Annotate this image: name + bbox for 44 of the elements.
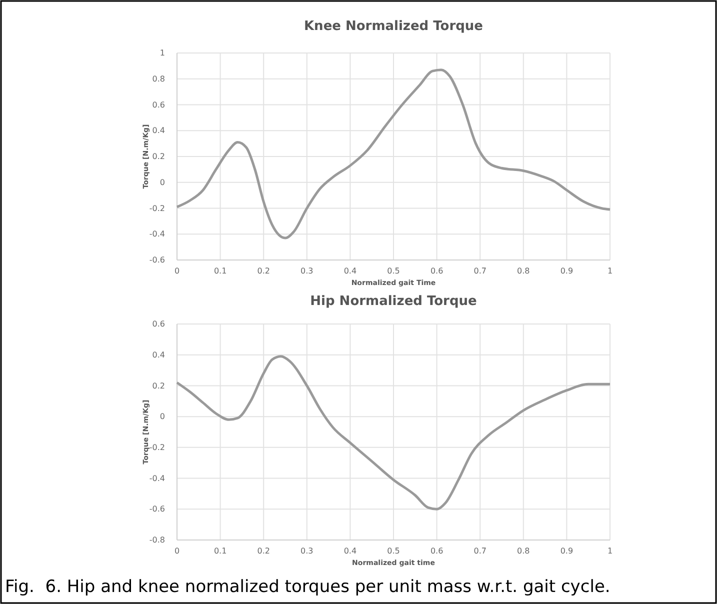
y-tick-label: -0.4 <box>149 474 165 483</box>
x-tick-label: 0.8 <box>517 546 530 556</box>
y-tick-label: -0.2 <box>149 204 165 213</box>
x-tick-label: 1 <box>607 546 613 556</box>
x-tick-label: 0.2 <box>257 266 270 276</box>
x-tick-label: 0.2 <box>257 546 270 556</box>
x-tick-label: 0.7 <box>474 266 486 276</box>
chart-title: Hip Normalized Torque <box>310 294 478 309</box>
x-tick-label: 0.8 <box>517 266 530 276</box>
y-tick-label: 0.4 <box>152 126 165 136</box>
x-tick-label: 0.1 <box>214 546 227 556</box>
y-tick-label: 0.8 <box>152 74 165 84</box>
y-tick-label: 0.6 <box>152 320 165 329</box>
y-tick-label: 0 <box>160 178 165 187</box>
x-tick-label: 0.3 <box>300 546 314 556</box>
chart-title: Knee Normalized Torque <box>304 19 484 34</box>
x-tick-label: 1 <box>607 266 613 276</box>
line-series <box>176 355 612 510</box>
x-tick-label: 0.6 <box>430 546 444 556</box>
y-tick-label: -0.6 <box>149 256 165 265</box>
x-tick-label: 0.3 <box>300 266 314 276</box>
x-tick-label: 0.5 <box>387 266 400 276</box>
x-tick-label: 0.9 <box>560 546 574 556</box>
y-tick-label: 0.2 <box>152 381 165 390</box>
y-tick-label: -0.4 <box>149 230 165 239</box>
x-tick-label: 0 <box>174 546 180 556</box>
x-tick-label: 0.4 <box>344 266 357 276</box>
x-tick-label: 0.9 <box>560 266 574 276</box>
y-tick-label: 1 <box>160 48 165 58</box>
x-tick-label: 0.7 <box>474 546 486 556</box>
y-tick-label: -0.8 <box>149 536 165 545</box>
y-tick-label: 0 <box>160 412 165 422</box>
x-tick-label: 0.1 <box>214 266 227 276</box>
caption: Fig. 6. Hip and knee normalized torques per unit mass w.r.t. gait cycle. <box>5 577 610 597</box>
y-tick-label: 0.4 <box>152 350 165 360</box>
y-tick-label: -0.6 <box>149 504 165 514</box>
x-tick-label: 0.5 <box>387 546 400 556</box>
x-tick-label: 0.6 <box>430 266 444 276</box>
x-tick-label: 0.4 <box>344 546 357 556</box>
y-tick-label: -0.2 <box>149 442 165 452</box>
x-tick-label: 0 <box>174 266 180 276</box>
line-series <box>176 68 612 240</box>
y-tick-label: 0.6 <box>152 100 165 110</box>
y-tick-label: 0.2 <box>152 152 165 162</box>
